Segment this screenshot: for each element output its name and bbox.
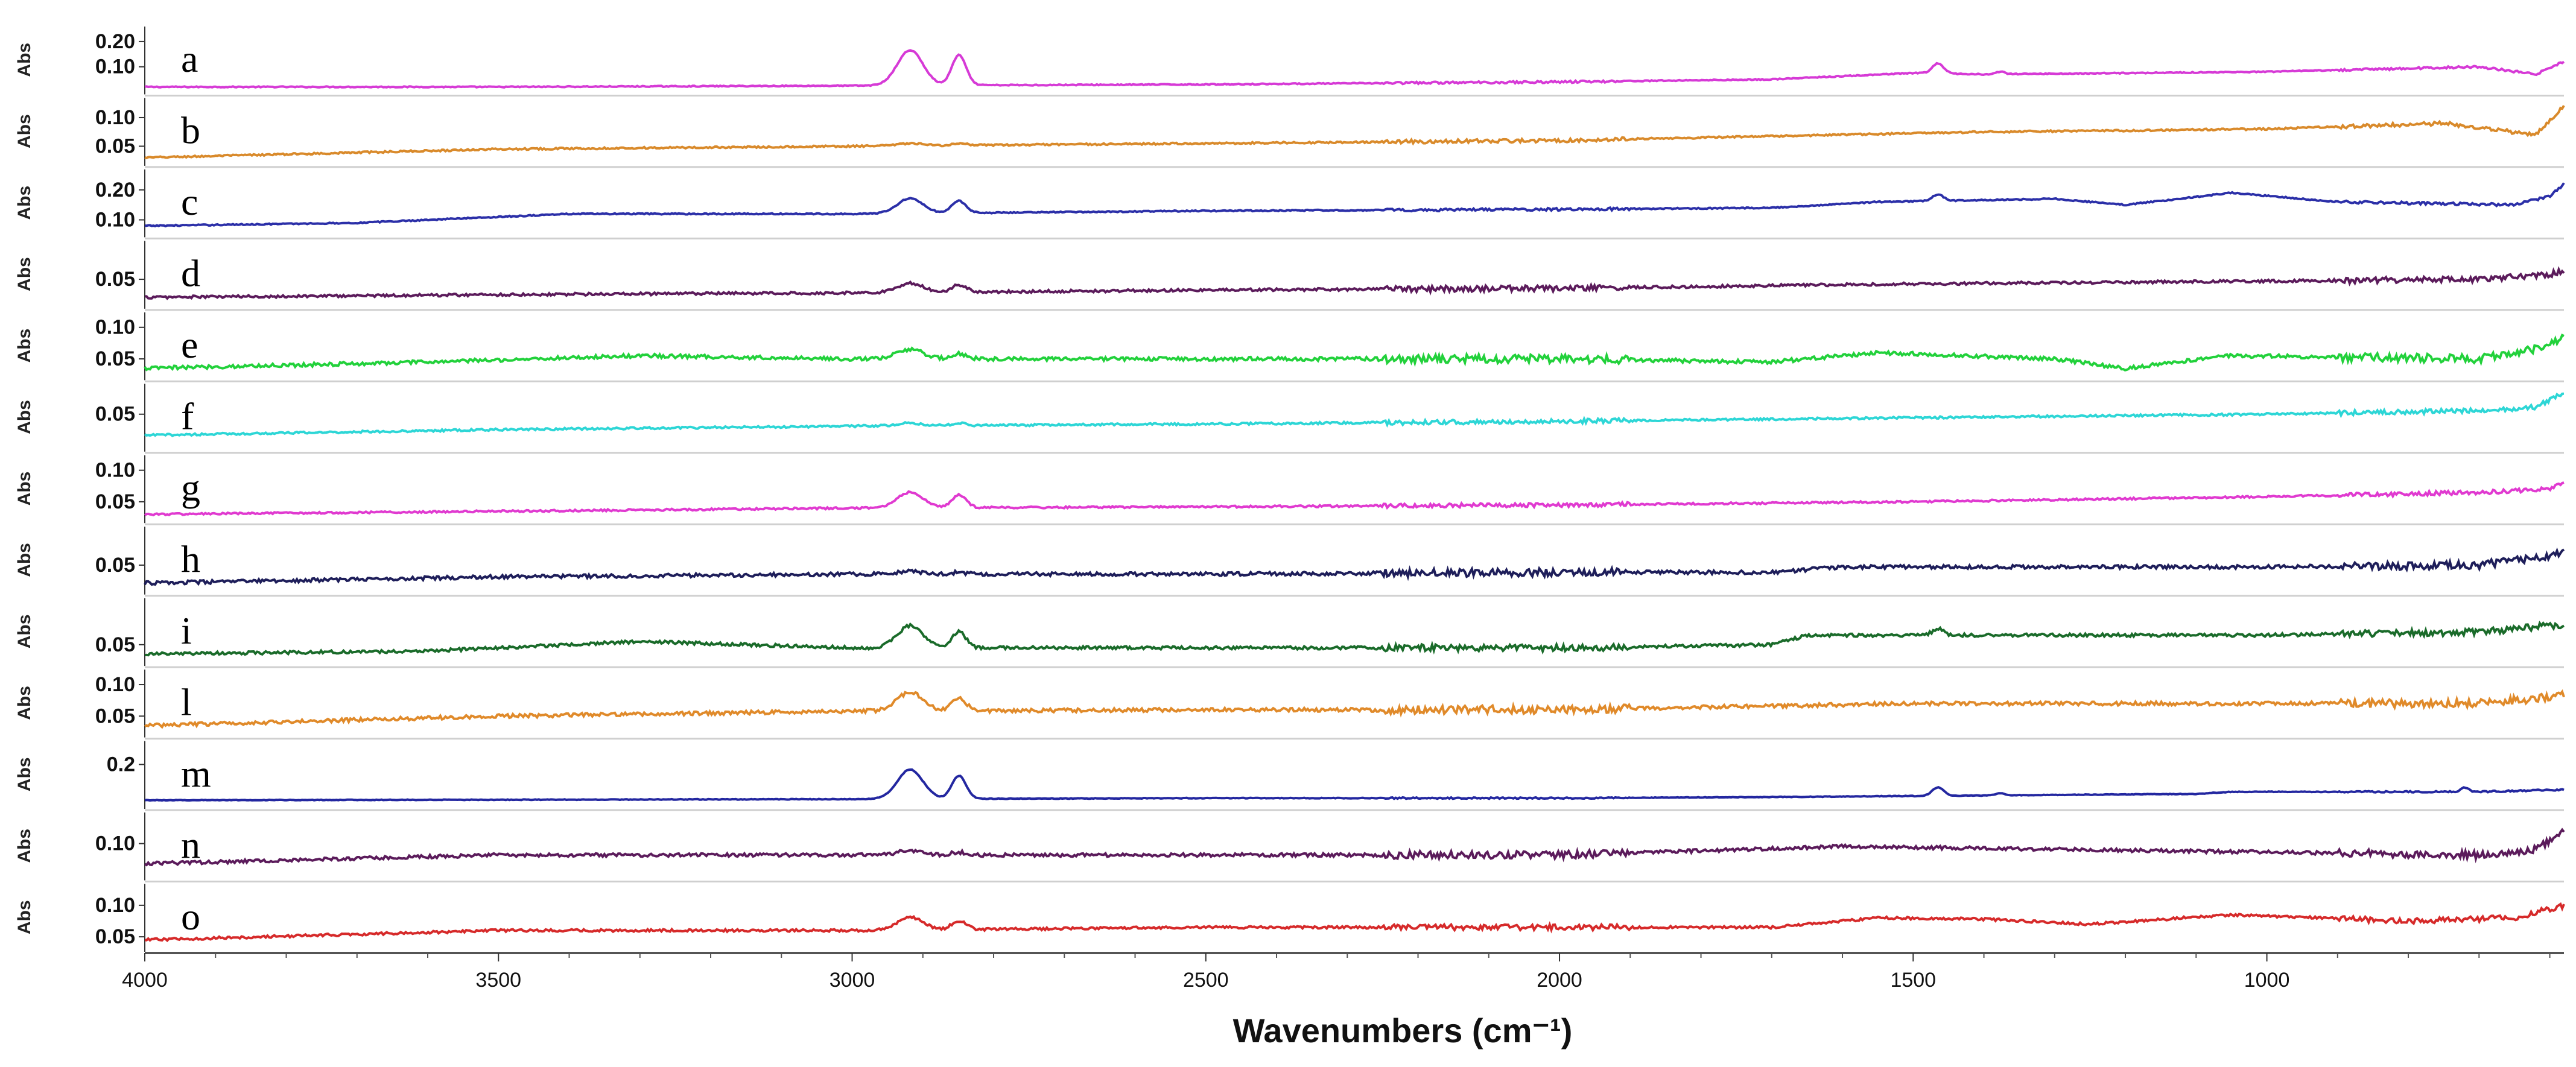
panel-label-b: b [181,109,200,152]
spectrum-line-g [144,481,2565,517]
y-tick-label: 0.05 [95,704,135,727]
y-tick-label: 0.05 [95,633,135,656]
x-axis-title: Wavenumbers (cm⁻¹) [1233,1012,1573,1050]
y-axis-title: Abs [14,114,34,148]
panel-d: Abs 0.05 d [14,237,2565,309]
panel-label-o: o [181,895,200,938]
spectrum-line-m [144,768,2565,802]
panel-c: Abs 0.10 0.20 c [14,166,2565,238]
y-axis-title: Abs [14,615,34,649]
y-axis-title: Abs [14,686,34,720]
y-tick-label: 0.20 [95,179,135,201]
y-tick-label: 0.10 [95,55,135,78]
y-tick-label: 0.10 [95,894,135,917]
panel-label-i: i [181,609,192,652]
panel-a: Abs 0.100.20 a [14,27,2565,95]
y-axis-title: Abs [14,257,34,291]
y-tick-label: 0.20 [95,30,135,53]
y-tick-label: 0.05 [95,403,135,426]
spectrum-line-l [144,689,2565,729]
y-tick-label: 0.10 [95,832,135,855]
y-axis-title: Abs [14,186,34,220]
y-tick-label: 0.05 [95,268,135,291]
x-tick-label: 4000 [122,969,168,992]
panel-g: Abs 0.05 0.10 g [14,452,2565,524]
panel-f: Abs 0.05 f [14,380,2565,452]
y-tick-label: 0.10 [95,673,135,696]
y-axis-title: Abs [14,543,34,577]
panel-e: Abs 0.05 0.10 e [14,309,2565,381]
y-axis-title: Abs [14,829,34,863]
x-tick-label: 2000 [1537,969,1582,992]
x-tick-label: 2500 [1183,969,1229,992]
y-tick-label: 0.05 [95,554,135,577]
panel-label-l: l [181,680,192,723]
x-axis: 4000 3500 3000 2500 2000 1500 1000 [122,952,2564,992]
x-tick-label: 3500 [475,969,521,992]
panel-label-m: m [181,752,211,795]
y-tick-label: 0.2 [107,753,135,776]
y-tick-label: 0.05 [95,347,135,370]
panel-label-g: g [181,466,200,509]
panel-label-e: e [181,323,198,366]
y-tick-label: 0.05 [95,925,135,948]
panel-label-d: d [181,252,200,295]
y-tick-label: 0.10 [95,316,135,339]
panel-b: Abs 0.05 0.10 b [14,94,2565,166]
panel-label-c: c [181,180,198,223]
y-tick-label: 0.05 [95,490,135,513]
x-tick-label: 1500 [1890,969,1936,992]
y-tick-label: 0.10 [95,106,135,129]
panel-m: Abs 0.2 m [14,738,2565,809]
spectrum-line-h [144,547,2565,586]
y-axis-title: Abs [14,472,34,506]
y-axis-title: Abs [14,329,34,363]
y-tick-label: 0.10 [95,209,135,232]
y-axis-title: Abs [14,43,34,77]
spectrum-line-i [144,620,2565,657]
spectrum-line-e [144,333,2565,372]
panel-label-n: n [181,823,200,866]
x-tick-label: 3000 [830,969,875,992]
y-tick-label: 0.05 [95,135,135,157]
y-tick-label: 0.10 [95,459,135,482]
panel-n: Abs 0.10 n [14,809,2565,881]
spectrum-line-c [144,182,2565,228]
x-tick-label: 1000 [2244,969,2290,992]
panel-label-a: a [181,37,198,80]
panel-h: Abs 0.05 h [14,523,2565,595]
spectrum-line-a [144,49,2565,89]
spectrum-line-o [144,902,2565,943]
panel-label-h: h [181,537,200,580]
panel-o: Abs 0.05 0.10 o [14,881,2565,952]
y-axis-title: Abs [14,758,34,792]
y-axis-title: Abs [14,900,34,934]
y-axis-title: Abs [14,400,34,434]
panel-l: Abs 0.05 0.10 l [14,666,2565,738]
spectrum-line-f [144,392,2565,437]
panel-i: Abs 0.05 i [14,595,2565,666]
spectrum-line-d [145,266,2565,300]
spectrum-line-b [144,104,2565,160]
panel-label-f: f [181,395,194,438]
spectrum-line-n [144,828,2565,867]
